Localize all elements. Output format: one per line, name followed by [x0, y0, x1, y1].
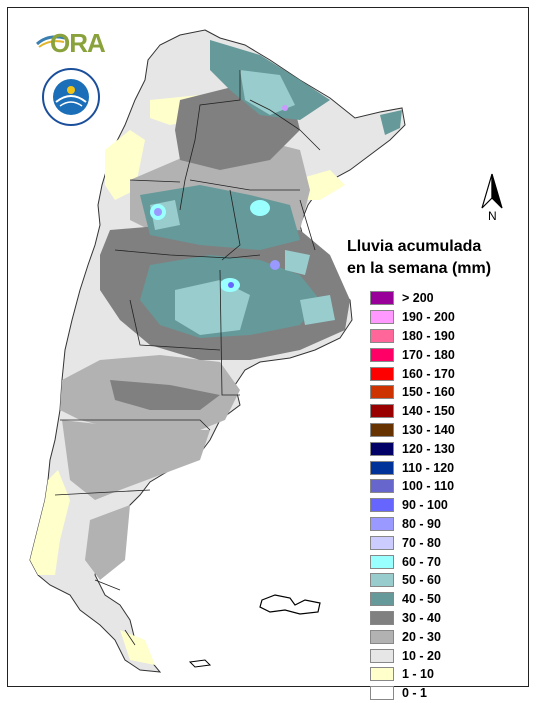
- zone-50-60-b: [240, 70, 295, 115]
- legend-swatch: [370, 460, 394, 475]
- legend-item: 80 - 90: [370, 515, 455, 534]
- legend-swatch: [370, 366, 394, 381]
- legend-label: 90 - 100: [402, 498, 448, 513]
- ora-logo-text: ORA: [50, 28, 106, 58]
- legend-item: 1 - 10: [370, 665, 455, 684]
- legend-swatch: [370, 686, 394, 701]
- legend-swatch: [370, 498, 394, 513]
- legend-label: 190 - 200: [402, 310, 455, 325]
- legend-label: 10 - 20: [402, 648, 441, 663]
- legend-item: 0 - 1: [370, 684, 455, 703]
- legend-item: 70 - 80: [370, 533, 455, 552]
- legend-swatch: [370, 441, 394, 456]
- zone-50-60-a: [175, 280, 250, 335]
- ora-swoosh-icon: [36, 35, 66, 48]
- legend-item: 40 - 50: [370, 590, 455, 609]
- legend-swatch: [370, 535, 394, 550]
- legend-label: 80 - 90: [402, 516, 441, 531]
- province-boundaries: [54, 70, 321, 646]
- legend-item: 110 - 120: [370, 458, 455, 477]
- legend-item: 170 - 180: [370, 345, 455, 364]
- legend-item: > 200: [370, 289, 455, 308]
- legend-label: 130 - 140: [402, 422, 455, 437]
- legend-label: 110 - 120: [402, 460, 455, 475]
- legend-swatch: [370, 291, 394, 306]
- legend-swatch: [370, 385, 394, 400]
- legend-label: 160 - 170: [402, 366, 455, 381]
- legend-item: 90 - 100: [370, 496, 455, 515]
- legend-item: 190 - 200: [370, 308, 455, 327]
- legend-swatch: [370, 592, 394, 607]
- legend-swatch: [370, 422, 394, 437]
- zone-80-90-b: [270, 260, 280, 270]
- legend-label: 180 - 190: [402, 328, 455, 343]
- legend-swatch: [370, 404, 394, 419]
- legend-title-line2: en la semana (mm): [347, 260, 492, 277]
- legend-swatch: [370, 310, 394, 325]
- legend-item: 20 - 30: [370, 627, 455, 646]
- legend-item: 30 - 40: [370, 609, 455, 628]
- zone-1-10-west-coast: [30, 470, 70, 575]
- zone-90-100-a: [228, 282, 234, 288]
- legend-label: 0 - 1: [402, 686, 428, 701]
- north-label: N: [488, 209, 497, 223]
- legend-label: 60 - 70: [402, 554, 441, 569]
- legend-title: Lluvia acumulada en la semana (mm): [347, 236, 527, 280]
- legend-swatch: [370, 479, 394, 494]
- legend-label: > 200: [402, 291, 434, 306]
- legend-label: 40 - 50: [402, 592, 441, 607]
- legend-label: 30 - 40: [402, 610, 441, 625]
- zone-40-50-misiones: [380, 110, 402, 135]
- legend-swatch: [370, 554, 394, 569]
- zone-1-10-south-tip: [120, 630, 155, 665]
- legend-item: 150 - 160: [370, 383, 455, 402]
- zone-90-100-b: [282, 105, 288, 111]
- legend-item: 140 - 150: [370, 402, 455, 421]
- smn-seal-icon: [42, 68, 100, 126]
- legend-item: 130 - 140: [370, 421, 455, 440]
- legend-swatch: [370, 610, 394, 625]
- legend-swatch: [370, 328, 394, 343]
- zone-50-60-d: [285, 250, 310, 275]
- legend-label: 150 - 160: [402, 385, 455, 400]
- legend-label: 20 - 30: [402, 629, 441, 644]
- legend-list: > 200 190 - 200 180 - 190 170 - 180 160 - 17…: [370, 289, 455, 703]
- legend-swatch: [370, 667, 394, 682]
- legend-item: 120 - 130: [370, 439, 455, 458]
- legend-label: 1 - 10: [402, 667, 434, 682]
- legend-swatch: [370, 629, 394, 644]
- legend-label: 70 - 80: [402, 535, 441, 550]
- zone-80-90-a: [154, 208, 162, 216]
- zone-60-70-a: [250, 200, 270, 216]
- zone-20-30-patagonia: [62, 420, 210, 500]
- legend-item: 50 - 60: [370, 571, 455, 590]
- malvinas-islands: [259, 594, 321, 615]
- zone-30-40-pampa-south: [110, 380, 220, 410]
- zone-20-30-south: [85, 505, 130, 580]
- legend-swatch: [370, 516, 394, 531]
- legend-title-line1: Lluvia acumulada: [347, 238, 482, 255]
- zone-50-60-e: [300, 295, 335, 325]
- legend-label: 100 - 110: [402, 479, 455, 494]
- legend-label: 50 - 60: [402, 573, 441, 588]
- legend-item: 160 - 170: [370, 364, 455, 383]
- legend-label: 170 - 180: [402, 347, 455, 362]
- legend-item: 60 - 70: [370, 552, 455, 571]
- legend-swatch: [370, 573, 394, 588]
- legend-swatch: [370, 347, 394, 362]
- legend-item: 10 - 20: [370, 646, 455, 665]
- legend-label: 120 - 130: [402, 441, 455, 456]
- tierra-del-fuego-islet: [188, 659, 212, 668]
- legend-item: 180 - 190: [370, 327, 455, 346]
- north-arrow-icon: [481, 173, 503, 209]
- legend-label: 140 - 150: [402, 404, 455, 419]
- legend-item: 100 - 110: [370, 477, 455, 496]
- legend-swatch: [370, 648, 394, 663]
